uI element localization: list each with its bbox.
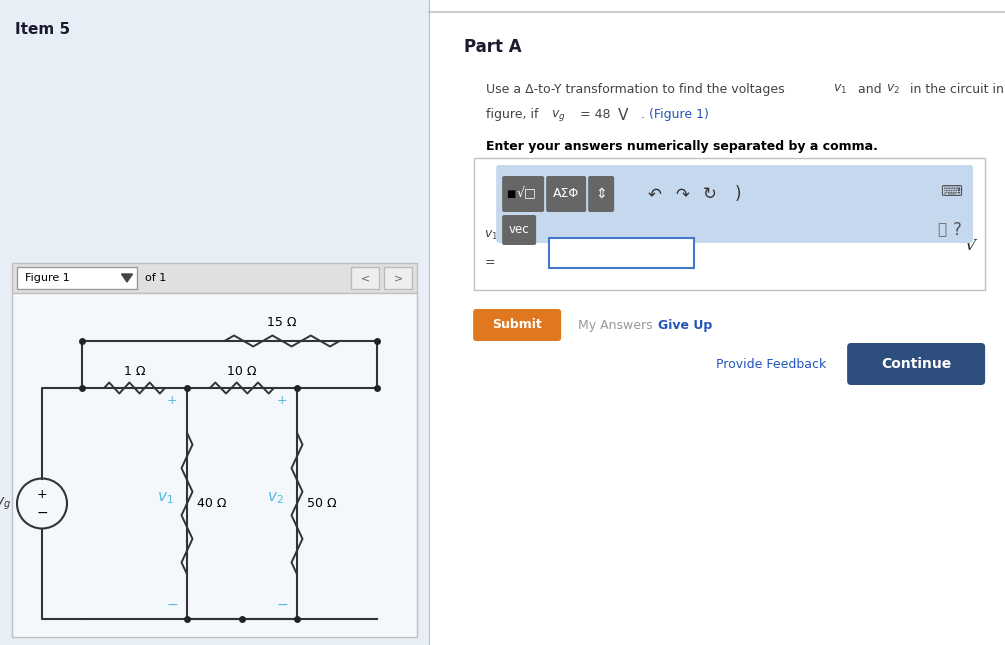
Text: +: + — [276, 393, 287, 406]
Text: . (Figure 1): . (Figure 1) — [641, 108, 709, 121]
FancyBboxPatch shape — [351, 267, 379, 289]
FancyBboxPatch shape — [502, 215, 536, 245]
Text: $v_1$: $v_1$ — [157, 491, 174, 506]
FancyBboxPatch shape — [496, 165, 973, 243]
Text: +: + — [37, 488, 47, 501]
Text: ■: ■ — [507, 189, 516, 199]
Text: in the circuit in the: in the circuit in the — [907, 83, 1005, 96]
FancyBboxPatch shape — [502, 176, 544, 212]
Text: and: and — [854, 83, 885, 96]
Text: ⇕: ⇕ — [595, 187, 607, 201]
Polygon shape — [122, 274, 133, 282]
FancyBboxPatch shape — [12, 293, 417, 637]
Text: ↷: ↷ — [675, 185, 689, 203]
Text: ↻: ↻ — [704, 185, 718, 203]
Text: >: > — [394, 273, 403, 283]
Text: 10 Ω: 10 Ω — [227, 365, 256, 378]
FancyBboxPatch shape — [12, 263, 417, 293]
Text: ?: ? — [953, 221, 962, 239]
Text: V: V — [964, 239, 975, 253]
FancyBboxPatch shape — [549, 238, 694, 268]
Text: ↶: ↶ — [647, 185, 661, 203]
FancyBboxPatch shape — [474, 158, 985, 290]
Text: $v_g$: $v_g$ — [0, 495, 11, 511]
FancyBboxPatch shape — [847, 343, 985, 385]
Text: figure, if: figure, if — [486, 108, 543, 121]
Text: 40 Ω: 40 Ω — [197, 497, 226, 510]
FancyBboxPatch shape — [473, 309, 561, 341]
Text: Use a Δ-to-Y transformation to find the voltages: Use a Δ-to-Y transformation to find the … — [486, 83, 789, 96]
Text: V: V — [618, 108, 628, 123]
Text: Enter your answers numerically separated by a comma.: Enter your answers numerically separated… — [486, 140, 878, 153]
Text: Give Up: Give Up — [658, 319, 713, 332]
Text: $v_2$: $v_2$ — [886, 83, 900, 96]
FancyBboxPatch shape — [546, 176, 586, 212]
Text: Figure 1: Figure 1 — [25, 273, 69, 283]
FancyBboxPatch shape — [588, 176, 614, 212]
Text: of 1: of 1 — [145, 273, 166, 283]
Text: −: − — [36, 506, 48, 519]
FancyBboxPatch shape — [384, 267, 412, 289]
Text: Item 5: Item 5 — [15, 22, 70, 37]
FancyBboxPatch shape — [0, 0, 429, 645]
FancyBboxPatch shape — [429, 0, 1005, 645]
Text: +: + — [167, 393, 177, 406]
Text: Continue: Continue — [881, 357, 952, 371]
Text: ): ) — [735, 185, 742, 203]
Text: 1 Ω: 1 Ω — [124, 365, 146, 378]
Text: ⌨: ⌨ — [940, 184, 962, 199]
Text: = 48: = 48 — [576, 108, 611, 121]
Text: <: < — [361, 273, 370, 283]
Text: 15 Ω: 15 Ω — [267, 316, 296, 329]
Text: ⌖: ⌖ — [938, 223, 947, 237]
Text: $v_1$, $v_2$: $v_1$, $v_2$ — [484, 229, 520, 242]
FancyBboxPatch shape — [17, 267, 137, 289]
Text: √□: √□ — [517, 188, 536, 201]
Text: 50 Ω: 50 Ω — [307, 497, 337, 510]
Text: vec: vec — [509, 224, 530, 237]
Text: −: − — [276, 598, 287, 612]
Text: Part A: Part A — [464, 38, 522, 56]
Text: $v_2$: $v_2$ — [266, 491, 283, 506]
Text: $v_g$: $v_g$ — [551, 108, 566, 123]
Text: $v_1$: $v_1$ — [833, 83, 847, 96]
Text: Submit: Submit — [492, 319, 542, 332]
Text: AΣΦ: AΣΦ — [553, 188, 579, 201]
Text: =: = — [484, 256, 494, 269]
Text: My Answers: My Answers — [578, 319, 653, 332]
Text: Provide Feedback: Provide Feedback — [717, 357, 826, 370]
Text: −: − — [166, 598, 178, 612]
